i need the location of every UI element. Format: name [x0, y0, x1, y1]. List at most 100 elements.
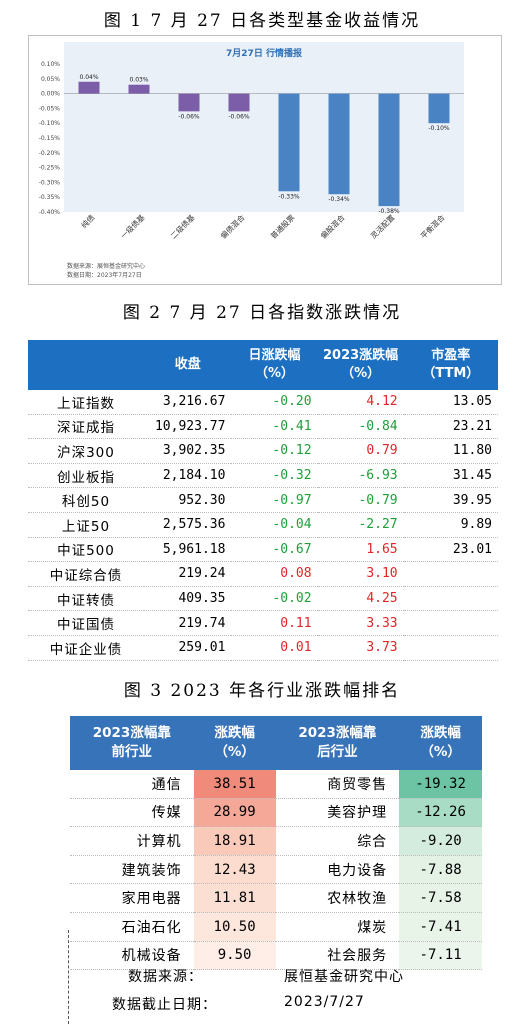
table-cell: 259.01: [143, 635, 232, 661]
table-cell: -0.20: [231, 390, 318, 415]
x-category-label: 纯债: [79, 212, 97, 230]
bar: [78, 81, 100, 94]
bar: [278, 93, 300, 192]
table-cell: 美容护理: [275, 798, 400, 828]
table-row: 中证企业债 259.01 0.01 3.73: [28, 635, 498, 661]
fund-return-chart: 7月27日 行情播报 0.10% 0.05% 0.00% -0.05% -0.10% -0.…: [28, 35, 502, 285]
table-cell: 11.80: [403, 438, 498, 464]
source-label: 数据来源：: [128, 969, 203, 985]
table-cell: 中证转债: [28, 586, 144, 612]
x-category-label: 一级债基: [118, 212, 147, 241]
table-cell: 创业板指: [28, 463, 144, 489]
table-cell: 0.01: [231, 635, 318, 661]
table-row: 上证指数 3,216.67 -0.20 4.12 13.05: [28, 390, 498, 415]
y-tick-label: -0.15%: [39, 135, 61, 142]
table-row: 创业板指 2,184.10 -0.32 -6.93 31.45: [28, 463, 498, 489]
table-cell: 9.89: [403, 512, 498, 538]
table-cell: 农林牧渔: [275, 883, 400, 913]
bar-value-label: -0.34%: [328, 196, 350, 203]
bar: [378, 93, 400, 207]
table-cell: 9.50: [193, 941, 276, 971]
table-cell: 23.21: [403, 414, 498, 440]
date-value: 2023/7/27: [284, 994, 365, 1010]
table-cell: 传媒: [70, 798, 194, 828]
y-tick-label: -0.20%: [39, 150, 61, 157]
y-tick-label: -0.10%: [39, 120, 61, 127]
table-header-cell: 收盘: [143, 340, 232, 390]
table-cell: 机械设备: [70, 941, 194, 971]
y-tick-label: -0.30%: [39, 179, 61, 186]
table-cell: 0.79: [317, 438, 404, 464]
y-tick-label: -0.35%: [39, 194, 61, 201]
x-category-label: 偏债混合: [218, 212, 247, 241]
table-cell: -6.93: [317, 463, 404, 489]
source-note: 数据来源：展恒基金研究中心: [67, 262, 145, 270]
table-header-cell: 涨跌幅 （%）: [193, 716, 276, 770]
date-note: 数据日期：2023年7月27日: [67, 271, 142, 279]
figure3-caption: 图 3 2023 年各行业涨跌幅排名: [123, 681, 401, 701]
table-cell: -7.41: [399, 912, 482, 942]
table-row: 上证50 2,575.36 -0.04 -2.27 9.89: [28, 512, 498, 538]
table-cell: -7.88: [399, 855, 482, 885]
bar-value-label: -0.06%: [178, 113, 200, 120]
table-cell: -0.12: [231, 438, 318, 464]
table-cell: 3.73: [317, 635, 404, 661]
bar: [228, 93, 250, 112]
ranking-row: 石油石化 10.50 煤炭 -7.41: [70, 912, 482, 942]
table-cell: 0.08: [231, 561, 318, 587]
table-cell: 219.24: [143, 561, 232, 587]
x-category-label: 灵活配置: [368, 212, 397, 241]
table-cell: 2,184.10: [143, 463, 232, 489]
table-cell: 科创50: [28, 487, 144, 513]
table-cell: 建筑装饰: [70, 855, 194, 885]
table-cell: [403, 635, 498, 661]
bar: [328, 93, 350, 195]
table-cell: -7.11: [399, 941, 482, 971]
source-value: 展恒基金研究中心: [284, 969, 404, 985]
table-cell: 11.81: [193, 883, 276, 913]
table-row: 中证500 5,961.18 -0.67 1.65 23.01: [28, 537, 498, 563]
table-cell: 409.35: [143, 586, 232, 612]
table-cell: 3.33: [317, 610, 404, 636]
industry-ranking-table: 2023涨幅靠 前行业 涨跌幅 （%） 2023涨幅靠 后行业 涨跌幅 （%） 通信 38.51…: [70, 716, 482, 971]
table-cell: -0.04: [231, 512, 318, 538]
table-cell: 石油石化: [70, 912, 194, 942]
date-label: 数据截止日期：: [112, 997, 217, 1013]
table-cell: 深证成指: [28, 414, 144, 440]
table-row: 中证转债 409.35 -0.02 4.25: [28, 586, 498, 612]
table-cell: 商贸零售: [275, 770, 400, 799]
table-cell: [403, 561, 498, 587]
plot-background: [64, 42, 464, 212]
table-cell: -0.32: [231, 463, 318, 489]
table-cell: 3,216.67: [143, 390, 232, 415]
figure1-caption: 图 1 7 月 27 日各类型基金收益情况: [103, 11, 421, 31]
ranking-row: 家用电器 11.81 农林牧渔 -7.58: [70, 883, 482, 913]
table-cell: [403, 586, 498, 612]
figure2-caption: 图 2 7 月 27 日各指数涨跌情况: [122, 303, 402, 323]
bar: [178, 93, 200, 112]
table-cell: -12.26: [399, 798, 482, 828]
table-cell: 家用电器: [70, 883, 194, 913]
table-cell: 0.11: [231, 610, 318, 636]
table-cell: 18.91: [193, 826, 276, 856]
y-tick-label: -0.25%: [39, 165, 61, 172]
table-header-cell: 日涨跌幅 （%）: [231, 340, 318, 390]
table-row: 深证成指 10,923.77 -0.41 -0.84 23.21: [28, 414, 498, 440]
table-header-cell: 2023涨幅靠 后行业: [275, 716, 400, 770]
y-tick-label: 0.10%: [41, 61, 60, 68]
table-cell: -0.02: [231, 586, 318, 612]
table-cell: 31.45: [403, 463, 498, 489]
table-row: 中证国债 219.74 0.11 3.33: [28, 610, 498, 636]
table-cell: 通信: [70, 770, 194, 799]
table-cell: -0.79: [317, 487, 404, 513]
table-cell: 沪深300: [28, 438, 144, 464]
table-cell: 38.51: [193, 770, 276, 799]
table-cell: 219.74: [143, 610, 232, 636]
table-header-cell: 涨跌幅 （%）: [399, 716, 482, 770]
table-cell: 电力设备: [275, 855, 400, 885]
x-category-label: 二级债基: [168, 212, 197, 241]
table-cell: -19.32: [399, 770, 482, 799]
table-cell: 3.10: [317, 561, 404, 587]
y-tick-label: 0.00%: [41, 91, 60, 98]
table-cell: 10.50: [193, 912, 276, 942]
